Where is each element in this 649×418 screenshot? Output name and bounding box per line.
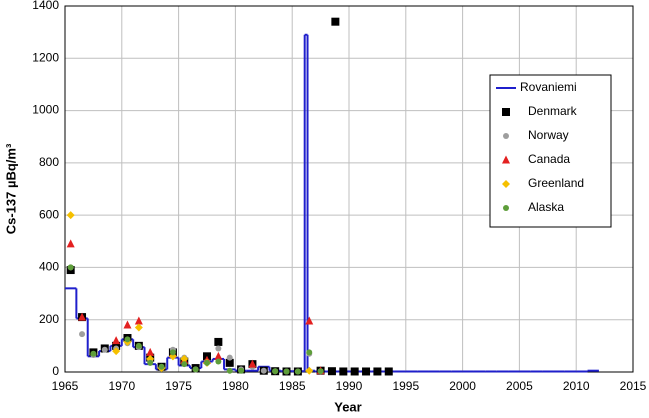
legend-label: Denmark	[528, 104, 578, 118]
marker	[327, 367, 336, 376]
legend-label: Norway	[528, 128, 569, 142]
x-tick-label: 2015	[620, 379, 647, 393]
y-tick-label: 200	[39, 312, 59, 326]
legend-label: Greenland	[528, 176, 584, 190]
marker	[384, 367, 393, 376]
marker	[78, 312, 87, 321]
x-tick-label: 1965	[52, 379, 79, 393]
y-tick-label: 1000	[32, 103, 59, 117]
marker	[181, 361, 188, 368]
marker	[283, 368, 290, 375]
marker	[158, 363, 165, 370]
marker	[214, 351, 223, 360]
marker	[215, 345, 222, 352]
legend-swatch	[503, 133, 509, 139]
marker	[124, 336, 131, 343]
x-tick-label: 1970	[108, 379, 135, 393]
marker	[180, 354, 189, 363]
marker	[134, 316, 143, 325]
marker	[67, 264, 74, 271]
marker	[147, 359, 154, 366]
marker	[90, 350, 97, 357]
marker	[135, 342, 142, 349]
marker	[123, 320, 132, 329]
y-tick-label: 0	[52, 364, 59, 378]
x-tick-label: 2000	[449, 379, 476, 393]
marker	[331, 17, 340, 26]
marker	[226, 367, 233, 374]
marker	[248, 359, 257, 368]
legend-swatch	[502, 108, 510, 116]
legend-box	[489, 74, 612, 228]
y-tick-label: 800	[39, 155, 59, 169]
x-tick-label: 1980	[222, 379, 249, 393]
marker	[112, 336, 121, 345]
marker	[362, 367, 371, 376]
marker	[339, 367, 348, 376]
x-tick-label: 1995	[392, 379, 419, 393]
marker	[350, 367, 359, 376]
legend-label: Alaska	[528, 200, 564, 214]
marker	[192, 366, 199, 373]
marker	[260, 367, 267, 374]
marker	[305, 366, 314, 375]
marker	[215, 358, 222, 365]
x-tick-label: 2005	[506, 379, 533, 393]
marker	[238, 367, 245, 374]
marker	[169, 349, 176, 356]
legend-swatch	[502, 180, 510, 188]
marker	[305, 316, 314, 325]
y-tick-label: 400	[39, 260, 59, 274]
x-axis-label: Year	[334, 399, 361, 414]
marker	[112, 347, 121, 356]
marker	[101, 346, 108, 353]
legend-swatch	[502, 155, 510, 164]
legend-swatch	[503, 205, 509, 211]
y-tick-label: 600	[39, 207, 59, 221]
x-tick-label: 1985	[279, 379, 306, 393]
marker	[214, 337, 223, 346]
marker	[79, 331, 86, 338]
y-axis-label: Cs-137 µBq/m³	[3, 143, 18, 234]
marker	[146, 347, 155, 356]
marker	[204, 359, 210, 366]
legend-label: Canada	[528, 152, 570, 166]
marker	[306, 349, 313, 356]
marker	[294, 368, 301, 375]
marker	[225, 358, 234, 367]
marker	[317, 368, 324, 375]
marker	[272, 368, 279, 375]
x-tick-label: 1975	[165, 379, 192, 393]
y-tick-label: 1400	[32, 0, 59, 12]
marker	[66, 211, 75, 220]
legend-label: Rovaniemi	[520, 80, 577, 94]
marker	[66, 239, 75, 248]
marker	[373, 367, 382, 376]
x-tick-label: 2010	[563, 379, 590, 393]
x-tick-label: 1990	[336, 379, 363, 393]
marker	[134, 323, 143, 332]
marker	[226, 354, 233, 361]
y-tick-label: 1200	[32, 50, 59, 64]
